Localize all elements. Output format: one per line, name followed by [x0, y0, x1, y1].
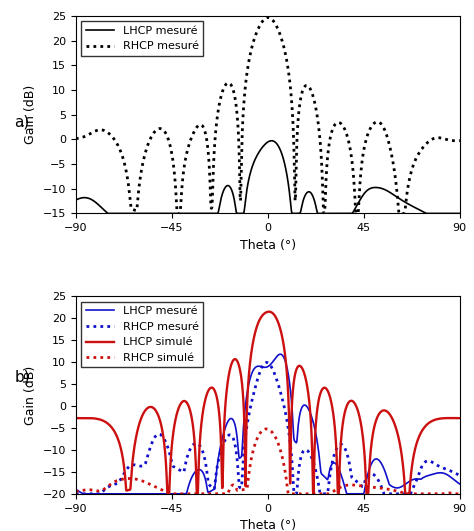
- RHCP mesuré: [83, 491, 89, 497]
- RHCP mesuré: [265, 14, 271, 21]
- LHCP mesuré: [83, 491, 89, 497]
- RHCP mesuré: [200, 123, 205, 129]
- LHCP simulé: [120, 457, 126, 464]
- X-axis label: Theta (°): Theta (°): [240, 239, 296, 252]
- RHCP mesuré: [457, 138, 463, 144]
- X-axis label: Theta (°): Theta (°): [240, 519, 296, 531]
- RHCP mesuré: [196, 441, 201, 448]
- RHCP mesuré: [196, 122, 202, 129]
- RHCP mesuré: [83, 133, 89, 139]
- Y-axis label: Gain (dB): Gain (dB): [24, 365, 37, 425]
- Line: RHCP mesuré: RHCP mesuré: [76, 363, 460, 494]
- LHCP mesuré: [246, 378, 252, 384]
- Line: LHCP mesuré: LHCP mesuré: [76, 141, 460, 213]
- Line: LHCP simulé: LHCP simulé: [76, 312, 460, 494]
- RHCP mesuré: [120, 472, 126, 478]
- RHCP simulé: [196, 491, 202, 497]
- RHCP simulé: [73, 489, 79, 495]
- LHCP simulé: [266, 309, 272, 315]
- LHCP simulé: [359, 428, 365, 434]
- LHCP simulé: [83, 415, 89, 421]
- LHCP mesuré: [196, 466, 202, 473]
- RHCP simulé: [171, 491, 176, 497]
- RHCP mesuré: [246, 55, 252, 61]
- RHCP mesuré: [120, 156, 126, 162]
- LHCP mesuré: [359, 193, 365, 200]
- LHCP mesuré: [196, 210, 202, 217]
- LHCP mesuré: [200, 468, 205, 475]
- LHCP simulé: [73, 415, 79, 421]
- LHCP simulé: [200, 413, 205, 419]
- LHCP mesuré: [107, 210, 112, 217]
- LHCP simulé: [194, 491, 200, 497]
- LHCP mesuré: [73, 486, 79, 493]
- LHCP mesuré: [359, 491, 365, 497]
- RHCP mesuré: [264, 359, 270, 366]
- Text: b): b): [14, 370, 30, 384]
- RHCP simulé: [457, 491, 463, 497]
- LHCP mesuré: [120, 491, 126, 497]
- RHCP mesuré: [359, 158, 365, 165]
- LHCP simulé: [196, 456, 202, 463]
- Legend: LHCP mesuré, RHCP mesuré: LHCP mesuré, RHCP mesuré: [82, 21, 203, 56]
- Y-axis label: Gain (dB): Gain (dB): [24, 85, 37, 144]
- RHCP mesuré: [199, 447, 205, 453]
- RHCP mesuré: [359, 483, 365, 489]
- LHCP simulé: [457, 415, 463, 421]
- Legend: LHCP mesuré, RHCP mesuré, LHCP simulé, RHCP simulé: LHCP mesuré, RHCP mesuré, LHCP simulé, R…: [82, 302, 203, 367]
- Line: RHCP mesuré: RHCP mesuré: [76, 18, 460, 213]
- LHCP mesuré: [120, 210, 126, 217]
- RHCP simulé: [359, 483, 365, 489]
- LHCP mesuré: [269, 138, 274, 144]
- RHCP simulé: [200, 491, 205, 497]
- LHCP mesuré: [83, 194, 89, 201]
- LHCP mesuré: [246, 173, 252, 179]
- RHCP simulé: [83, 487, 89, 493]
- LHCP mesuré: [457, 210, 463, 217]
- RHCP mesuré: [73, 135, 79, 142]
- LHCP mesuré: [200, 210, 205, 217]
- LHCP simulé: [246, 365, 252, 372]
- RHCP mesuré: [457, 472, 463, 478]
- LHCP mesuré: [457, 481, 463, 487]
- Line: LHCP mesuré: LHCP mesuré: [76, 354, 460, 494]
- RHCP simulé: [120, 476, 126, 482]
- LHCP mesuré: [278, 351, 283, 357]
- RHCP mesuré: [175, 210, 181, 217]
- RHCP mesuré: [246, 410, 252, 416]
- RHCP mesuré: [73, 491, 79, 497]
- LHCP mesuré: [82, 491, 87, 497]
- Text: a): a): [14, 115, 29, 130]
- RHCP simulé: [264, 426, 269, 432]
- RHCP simulé: [246, 466, 252, 473]
- LHCP mesuré: [73, 196, 79, 203]
- Line: RHCP simulé: RHCP simulé: [76, 429, 460, 494]
